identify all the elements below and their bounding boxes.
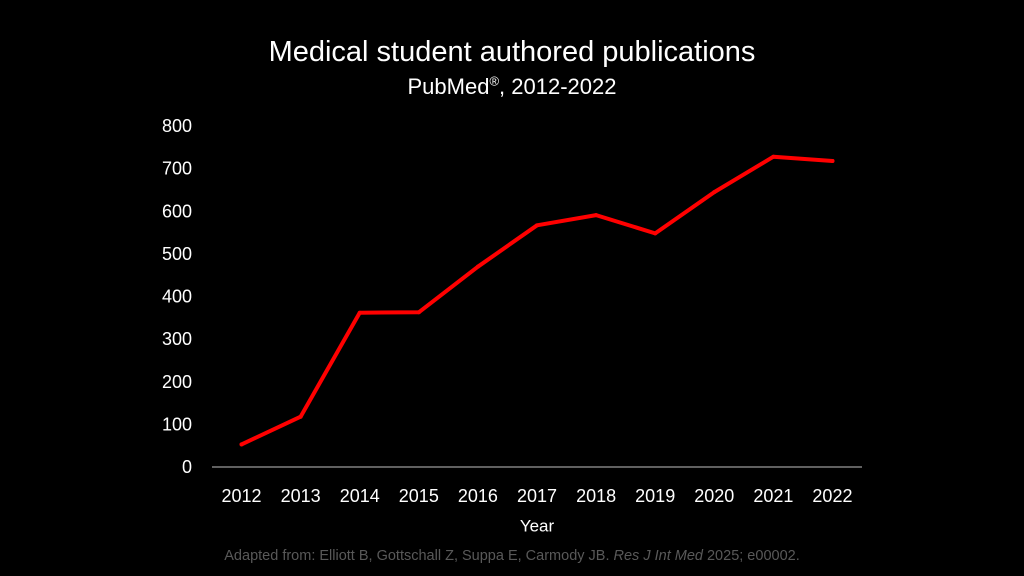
data-point <box>830 158 835 163</box>
citation-details: 2025; e00002. <box>702 548 800 564</box>
x-tick-label: 2019 <box>635 486 675 506</box>
data-point <box>357 310 362 315</box>
y-tick-label: 0 <box>182 457 192 477</box>
data-point <box>416 310 421 315</box>
subtitle-source: PubMed <box>407 74 490 99</box>
x-tick-label: 2013 <box>281 486 321 506</box>
x-tick-label: 2017 <box>517 486 557 506</box>
x-axis-label: Year <box>520 517 555 536</box>
series-line <box>239 154 835 447</box>
data-point <box>771 154 776 159</box>
x-tick-label: 2014 <box>340 486 380 506</box>
y-tick-label: 600 <box>162 201 192 221</box>
source-citation: Adapted from: Elliott B, Gottschall Z, S… <box>0 546 1024 566</box>
x-axis: 2012 2013 2014 2015 2016 2017 2018 2019 2020 2021… <box>222 486 853 506</box>
x-tick-label: 2018 <box>576 486 616 506</box>
y-tick-label: 300 <box>162 329 192 349</box>
data-point <box>594 213 599 218</box>
data-point <box>712 190 717 195</box>
data-point <box>298 414 303 419</box>
y-tick-label: 700 <box>162 159 192 179</box>
series-group <box>239 154 835 447</box>
data-point <box>475 264 480 269</box>
data-point <box>653 231 658 236</box>
subtitle-years: , 2012-2022 <box>499 74 617 99</box>
data-point <box>239 442 244 447</box>
y-tick-label: 400 <box>162 287 192 307</box>
x-tick-label: 2016 <box>458 486 498 506</box>
chart-subtitle: PubMed®, 2012-2022 <box>0 72 1024 102</box>
y-tick-label: 500 <box>162 244 192 264</box>
data-point <box>535 223 539 228</box>
x-tick-label: 2022 <box>812 486 852 506</box>
chart-title: Medical student authored publications <box>268 36 756 68</box>
x-tick-label: 2012 <box>222 486 262 506</box>
y-tick-label: 800 <box>162 116 192 136</box>
x-tick-label: 2020 <box>694 486 734 506</box>
citation-journal: Res J Int Med <box>613 548 703 564</box>
y-tick-label: 200 <box>162 372 192 392</box>
x-tick-label: 2015 <box>399 486 439 506</box>
registered-mark: ® <box>489 73 500 89</box>
citation-authors: Adapted from: Elliott B, Gottschall Z, S… <box>224 548 614 564</box>
y-tick-label: 100 <box>162 414 192 434</box>
x-tick-label: 2021 <box>753 486 793 506</box>
y-axis: 0 100 200 300 400 500 600 700 800 <box>162 116 192 477</box>
